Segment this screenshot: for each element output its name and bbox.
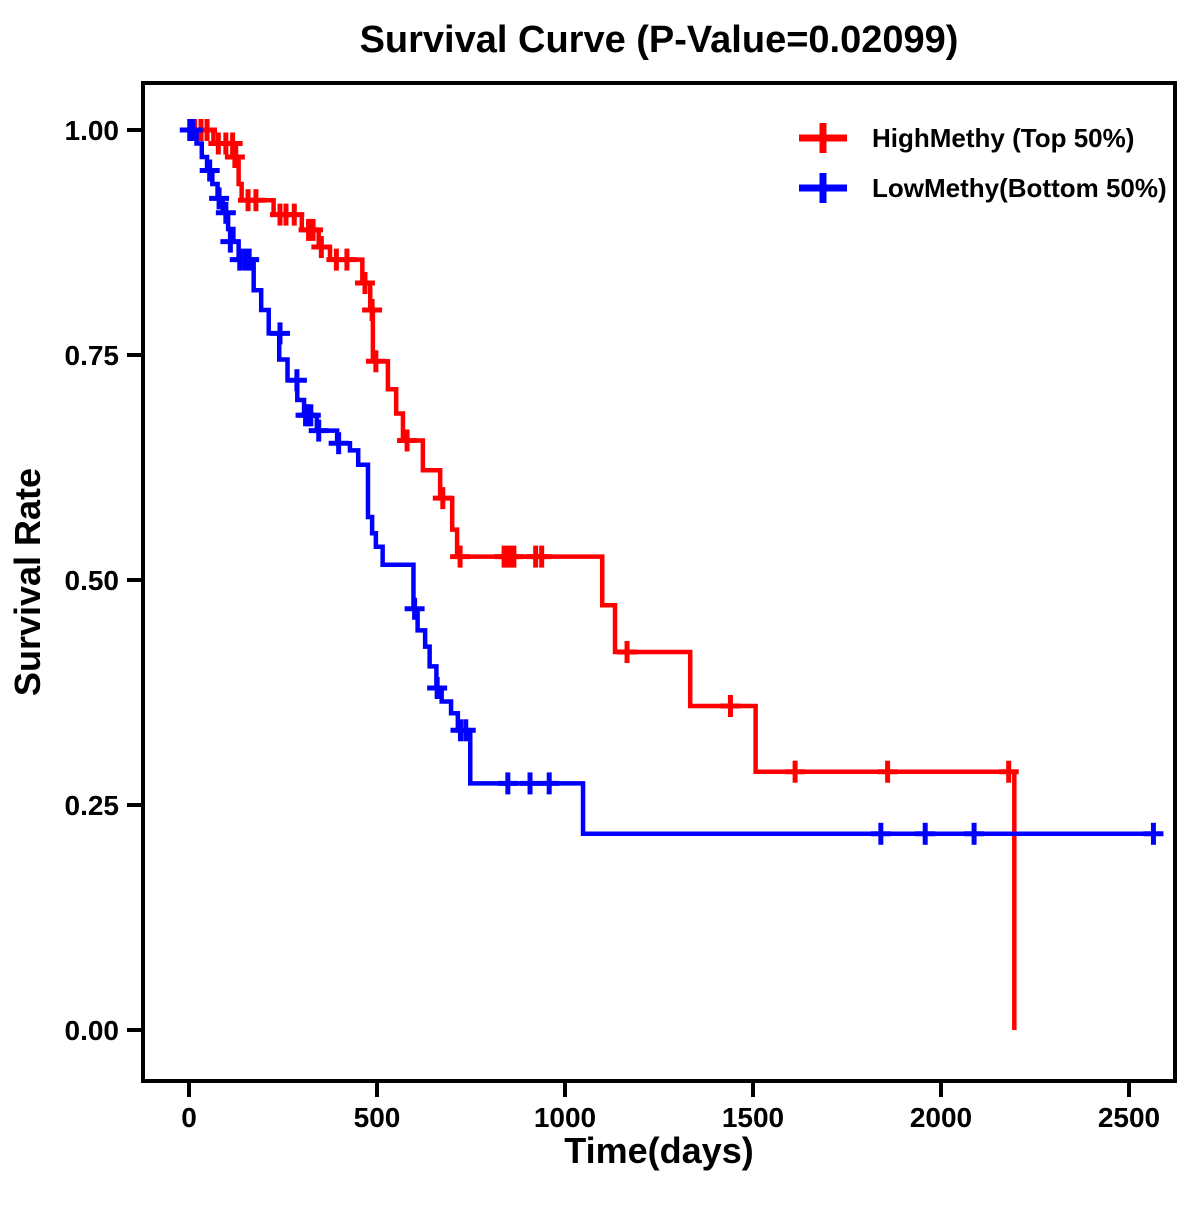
x-tick-label: 1000 bbox=[534, 1102, 596, 1133]
lowmethy-curve bbox=[179, 119, 1164, 845]
y-tick-label: 0.75 bbox=[65, 340, 120, 371]
plot-panel-border bbox=[141, 81, 1177, 1083]
x-tick-label: 2000 bbox=[910, 1102, 972, 1133]
legend: HighMethy (Top 50%) LowMethy(Bottom 50%) bbox=[799, 123, 1167, 203]
chart-title: Survival Curve (P-Value=0.02099) bbox=[360, 19, 959, 61]
y-tick-label: 0.25 bbox=[65, 790, 120, 821]
axis-ticks: 1.00 0.75 0.50 0.25 0.00 0 500 1000 1500 2000 2500 bbox=[65, 115, 1161, 1133]
y-tick-label: 0.50 bbox=[65, 565, 120, 596]
legend-item-lowmethy: LowMethy(Bottom 50%) bbox=[799, 173, 1167, 203]
y-tick-label: 0.00 bbox=[65, 1015, 120, 1046]
highmethy-step-line bbox=[189, 127, 1017, 1030]
x-tick-label: 1500 bbox=[722, 1102, 784, 1133]
legend-item-highmethy: HighMethy (Top 50%) bbox=[799, 123, 1134, 153]
highmethy-legend-label: HighMethy (Top 50%) bbox=[872, 123, 1134, 153]
x-tick-label: 500 bbox=[354, 1102, 401, 1133]
x-tick-label: 2500 bbox=[1098, 1102, 1160, 1133]
y-axis-title: Survival Rate bbox=[7, 468, 48, 696]
y-tick-label: 1.00 bbox=[65, 115, 120, 146]
lowmethy-legend-label: LowMethy(Bottom 50%) bbox=[872, 173, 1167, 203]
x-tick-label: 0 bbox=[181, 1102, 197, 1133]
survival-curves bbox=[179, 119, 1164, 1030]
highmethy-curve bbox=[184, 119, 1019, 1030]
lowmethy-step-line bbox=[189, 127, 1160, 837]
x-axis-title: Time(days) bbox=[564, 1130, 753, 1171]
